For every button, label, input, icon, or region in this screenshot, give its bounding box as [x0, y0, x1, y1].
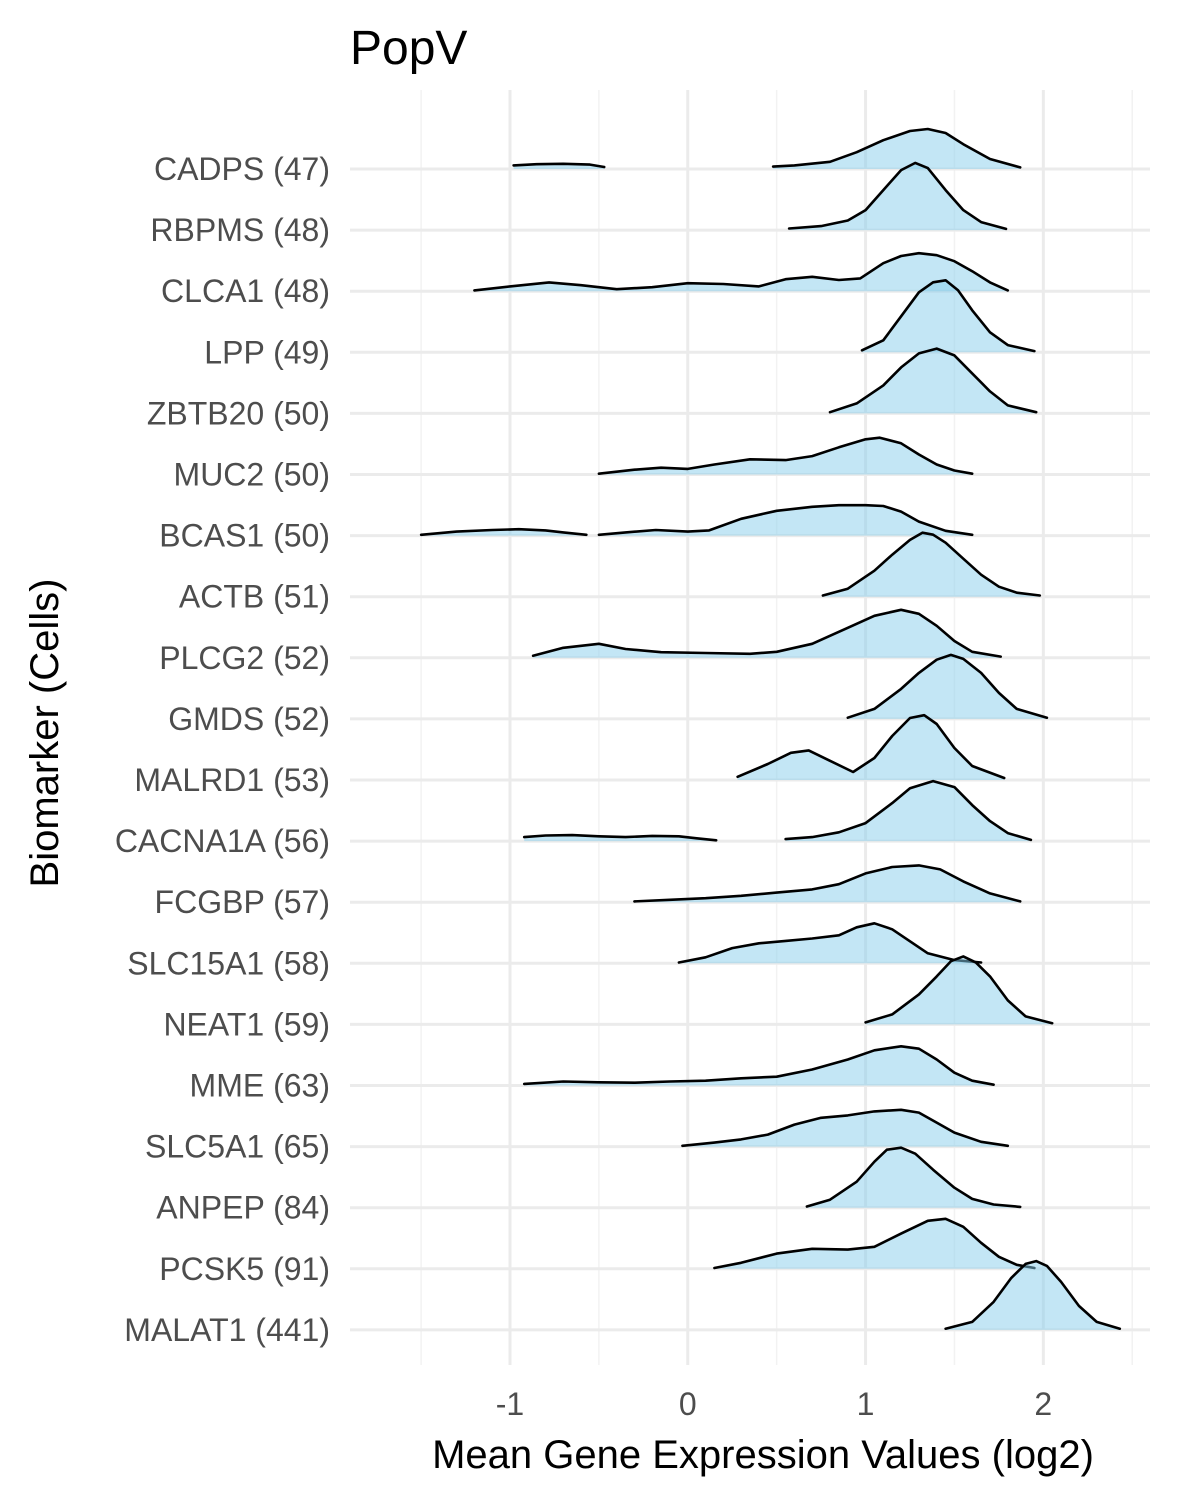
ridge-area: [678, 923, 982, 964]
ridge-area: [682, 1109, 1008, 1147]
ridge-outline: [828, 347, 1038, 414]
ridge-actb: [821, 531, 1042, 597]
ridge-slc15a1: [677, 922, 983, 964]
y-tick-label: MME (63): [190, 1068, 330, 1104]
ridge-malat1: [944, 1259, 1122, 1330]
y-tick-label: CLCA1 (48): [161, 273, 330, 309]
ridge-outline: [944, 1259, 1122, 1330]
ridge-area: [524, 1046, 994, 1086]
ridge-area: [806, 1147, 1021, 1208]
ridge-pcsk5: [713, 1217, 1036, 1270]
ridge-muc2: [597, 436, 974, 475]
ridge-outline: [736, 713, 1006, 780]
ridge-outline: [677, 922, 983, 964]
ridge-rbpms: [787, 161, 1008, 231]
ridge-area: [598, 437, 973, 475]
y-tick-labels: CADPS (47) RBPMS (48) CLCA1 (48) LPP (49) ZB…: [115, 151, 330, 1348]
y-tick-label: PLCG2 (52): [159, 640, 330, 676]
ridge-area: [773, 129, 1021, 169]
ridge-plcg2: [531, 608, 1002, 658]
y-tick-label: FCGBP (57): [155, 884, 330, 920]
ridge-gmds: [846, 653, 1049, 719]
chart-title: PopV: [350, 22, 467, 75]
y-tick-label: CADPS (47): [154, 151, 330, 187]
x-tick-label: -1: [496, 1386, 524, 1422]
ridge-outline: [597, 503, 974, 537]
ridge-area: [945, 1261, 1120, 1330]
x-tick-label: 1: [857, 1386, 875, 1422]
ridge-area: [789, 162, 1006, 231]
y-axis-title: Biomarker (Cells): [23, 579, 67, 888]
ridge-outline: [787, 161, 1008, 231]
ridge-mme: [522, 1045, 995, 1086]
ridge-clca1: [473, 251, 1010, 292]
ridge-outline: [512, 162, 606, 169]
y-tick-label: MUC2 (50): [174, 457, 330, 493]
x-axis-title: Mean Gene Expression Values (log2): [432, 1433, 1094, 1477]
y-tick-label: BCAS1 (50): [159, 518, 330, 554]
ridge-bcas1: [419, 503, 974, 537]
y-tick-label: ZBTB20 (50): [147, 395, 330, 431]
ridge-lpp: [860, 279, 1036, 353]
ridge-outline: [864, 955, 1054, 1025]
ridge-area: [474, 253, 1008, 292]
x-tick-label: 0: [679, 1386, 697, 1422]
y-tick-label: MALRD1 (53): [134, 762, 330, 798]
y-tick-label: SLC5A1 (65): [145, 1129, 330, 1165]
ridge-cacna1a: [522, 779, 1033, 842]
y-tick-label: GMDS (52): [168, 701, 330, 737]
y-tick-label: NEAT1 (59): [163, 1006, 330, 1042]
ridge-outline: [771, 127, 1022, 169]
ridge-area: [847, 654, 1047, 719]
ridge-outline: [473, 251, 1010, 292]
y-tick-label: RBPMS (48): [150, 212, 330, 248]
ridge-area: [737, 715, 1005, 780]
x-tick-labels: -1 0 1 2: [496, 1386, 1052, 1422]
ridge-outline: [531, 608, 1002, 658]
ridge-area: [830, 348, 1037, 414]
ridge-zbtb20: [828, 347, 1038, 414]
ridge-area: [714, 1218, 1035, 1269]
x-tick-label: 2: [1034, 1386, 1052, 1422]
ridge-outline: [784, 779, 1033, 842]
ridge-area: [865, 956, 1053, 1025]
ridge-series: [419, 127, 1122, 1330]
ridge-area: [822, 532, 1040, 597]
ridge-area: [533, 609, 1001, 658]
ridge-outline: [522, 1045, 995, 1086]
y-tick-label: ANPEP (84): [156, 1190, 330, 1226]
ridge-fcgbp: [633, 864, 1022, 903]
ridge-area: [634, 865, 1021, 903]
ridge-outline: [846, 653, 1049, 719]
ridge-area: [598, 505, 973, 536]
ridge-anpep: [805, 1146, 1022, 1209]
ridge-outline: [713, 1217, 1036, 1270]
ridge-cadps: [512, 127, 1022, 169]
y-tick-label: PCSK5 (91): [159, 1251, 330, 1287]
ridge-outline: [860, 279, 1036, 353]
ridge-outline: [419, 527, 588, 537]
y-tick-label: ACTB (51): [179, 579, 330, 615]
ridge-outline: [681, 1108, 1010, 1148]
ridge-outline: [805, 1146, 1022, 1209]
ridge-malrd1: [736, 713, 1006, 780]
ridge-outline: [633, 864, 1022, 903]
y-tick-label: SLC15A1 (58): [127, 945, 330, 981]
y-tick-label: MALAT1 (441): [124, 1312, 330, 1348]
y-tick-label: CACNA1A (56): [115, 823, 330, 859]
ridge-area: [785, 781, 1031, 842]
y-tick-label: LPP (49): [204, 334, 330, 370]
ridge-outline: [597, 436, 974, 475]
ridge-outline: [522, 833, 718, 842]
ridge-slc5a1: [681, 1108, 1010, 1148]
ridge-neat1: [864, 955, 1054, 1025]
grid-lines: [350, 90, 1150, 1365]
ridge-outline: [821, 531, 1042, 597]
